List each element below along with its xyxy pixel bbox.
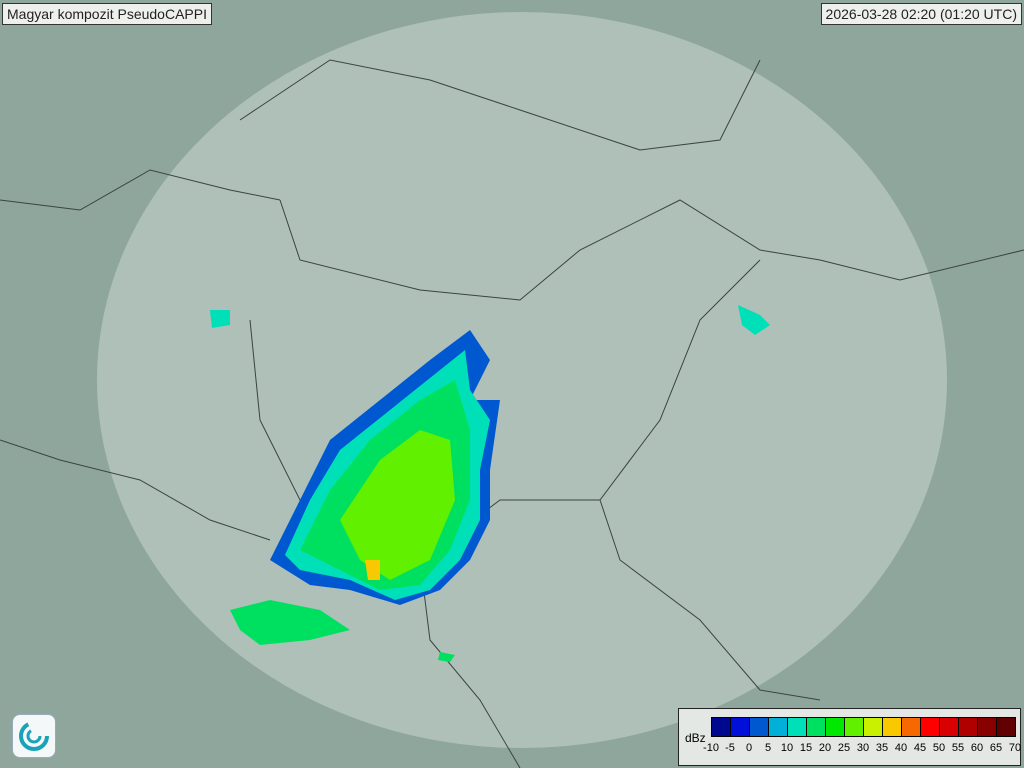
legend-unit: dBz [685,731,706,745]
legend-bin [712,718,731,736]
legend-tick-label: 15 [799,742,813,754]
legend-tick-label: 20 [818,742,832,754]
legend-bin [807,718,826,736]
legend-tick-label: 70 [1008,742,1022,754]
legend-tick-label: 0 [745,742,753,754]
echo-west [210,310,230,328]
legend-tick-label: -10 [703,742,719,754]
legend-tick-label: 30 [856,742,870,754]
legend-tick-label: 25 [837,742,851,754]
echo-strong [340,430,455,580]
legend-tick-label: 5 [764,742,772,754]
legend-bin [883,718,902,736]
legend-tick-label: 45 [913,742,927,754]
legend-tick-label: 55 [951,742,965,754]
legend-bin [864,718,883,736]
radar-coverage-area [97,12,947,748]
map-title: Magyar kompozit PseudoCAPPI [2,3,212,25]
legend-bin [788,718,807,736]
legend-bin [750,718,769,736]
legend-bin [769,718,788,736]
timestamp: 2026-03-28 02:20 (01:20 UTC) [820,3,1022,25]
legend-tick-label: 35 [875,742,889,754]
legend-tick-label: -5 [725,742,735,754]
weather-service-logo-icon [12,714,56,758]
legend-bin [940,718,959,736]
legend-bin [731,718,750,736]
legend-bin [826,718,845,736]
legend-bin [902,718,921,736]
dbz-legend: dBz -10 -5 0 5 10 15 20 25 30 35 40 45 50 55 60 65 70 [678,708,1021,766]
radar-echoes [210,305,770,662]
legend-tick-label: 50 [932,742,946,754]
echo-small [438,652,455,662]
legend-colorbar [711,717,1016,737]
legend-bin [921,718,940,736]
echo-south [230,600,350,645]
echo-peak [365,560,380,580]
legend-bin [959,718,978,736]
legend-tick-label: 60 [970,742,984,754]
legend-tick-label: 10 [780,742,794,754]
legend-bin [978,718,997,736]
legend-tick-label: 65 [989,742,1003,754]
legend-bin [997,718,1015,736]
echo-east [738,305,770,335]
legend-bin [845,718,864,736]
legend-tick-label: 40 [894,742,908,754]
